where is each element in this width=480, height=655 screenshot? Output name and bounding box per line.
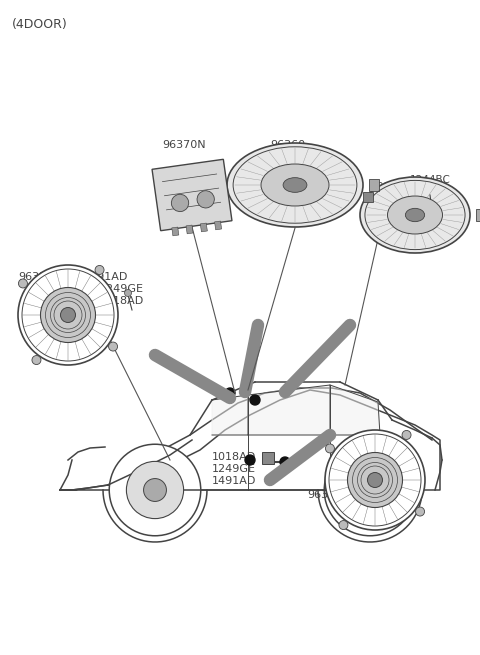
Circle shape: [197, 191, 215, 208]
Circle shape: [348, 453, 403, 508]
Text: 1249GE: 1249GE: [100, 284, 144, 294]
Bar: [369, 179, 379, 191]
Circle shape: [22, 269, 114, 361]
Circle shape: [40, 288, 96, 343]
Polygon shape: [248, 385, 330, 435]
Circle shape: [18, 279, 27, 288]
Text: 1244BC: 1244BC: [410, 175, 451, 185]
Circle shape: [171, 195, 189, 212]
Polygon shape: [212, 395, 248, 435]
Circle shape: [32, 356, 41, 365]
Bar: [215, 221, 222, 230]
Text: (4DOOR): (4DOOR): [12, 18, 68, 31]
Circle shape: [339, 521, 348, 529]
Text: 1249GE: 1249GE: [212, 464, 256, 474]
Text: 1491AD: 1491AD: [84, 272, 128, 282]
Circle shape: [329, 434, 421, 526]
Ellipse shape: [406, 208, 425, 221]
Circle shape: [325, 430, 425, 530]
Text: 96330L: 96330L: [307, 490, 348, 500]
Bar: [363, 192, 373, 202]
Circle shape: [60, 307, 75, 322]
Circle shape: [18, 265, 118, 365]
Text: 96360: 96360: [270, 140, 305, 150]
Circle shape: [324, 444, 416, 536]
Ellipse shape: [283, 178, 307, 193]
Bar: [186, 225, 193, 234]
Ellipse shape: [227, 143, 363, 227]
Bar: [262, 452, 274, 464]
Circle shape: [402, 430, 411, 440]
Bar: [152, 159, 232, 231]
Circle shape: [368, 472, 383, 487]
Ellipse shape: [261, 164, 329, 206]
Text: 1018AD: 1018AD: [212, 452, 256, 462]
Text: 96370N: 96370N: [162, 140, 205, 150]
Circle shape: [325, 444, 335, 453]
Circle shape: [95, 265, 104, 274]
Circle shape: [280, 457, 290, 467]
Polygon shape: [60, 390, 440, 490]
Circle shape: [428, 206, 436, 214]
Circle shape: [108, 342, 118, 351]
Circle shape: [359, 479, 382, 502]
Text: 1491AD: 1491AD: [212, 476, 256, 486]
Circle shape: [245, 455, 255, 465]
Circle shape: [124, 290, 132, 297]
Circle shape: [109, 444, 201, 536]
Circle shape: [225, 388, 235, 398]
Circle shape: [126, 461, 183, 519]
Text: 96360: 96360: [376, 182, 409, 192]
Polygon shape: [330, 385, 380, 435]
Ellipse shape: [360, 177, 470, 253]
Bar: [200, 223, 207, 232]
Text: 1018AD: 1018AD: [100, 296, 144, 306]
Polygon shape: [108, 388, 432, 490]
Bar: [476, 209, 480, 221]
Ellipse shape: [387, 196, 443, 234]
Bar: [172, 227, 179, 236]
Circle shape: [341, 461, 398, 519]
Circle shape: [416, 507, 424, 516]
Text: 96330R: 96330R: [18, 272, 61, 282]
Circle shape: [250, 395, 260, 405]
Circle shape: [144, 479, 167, 502]
